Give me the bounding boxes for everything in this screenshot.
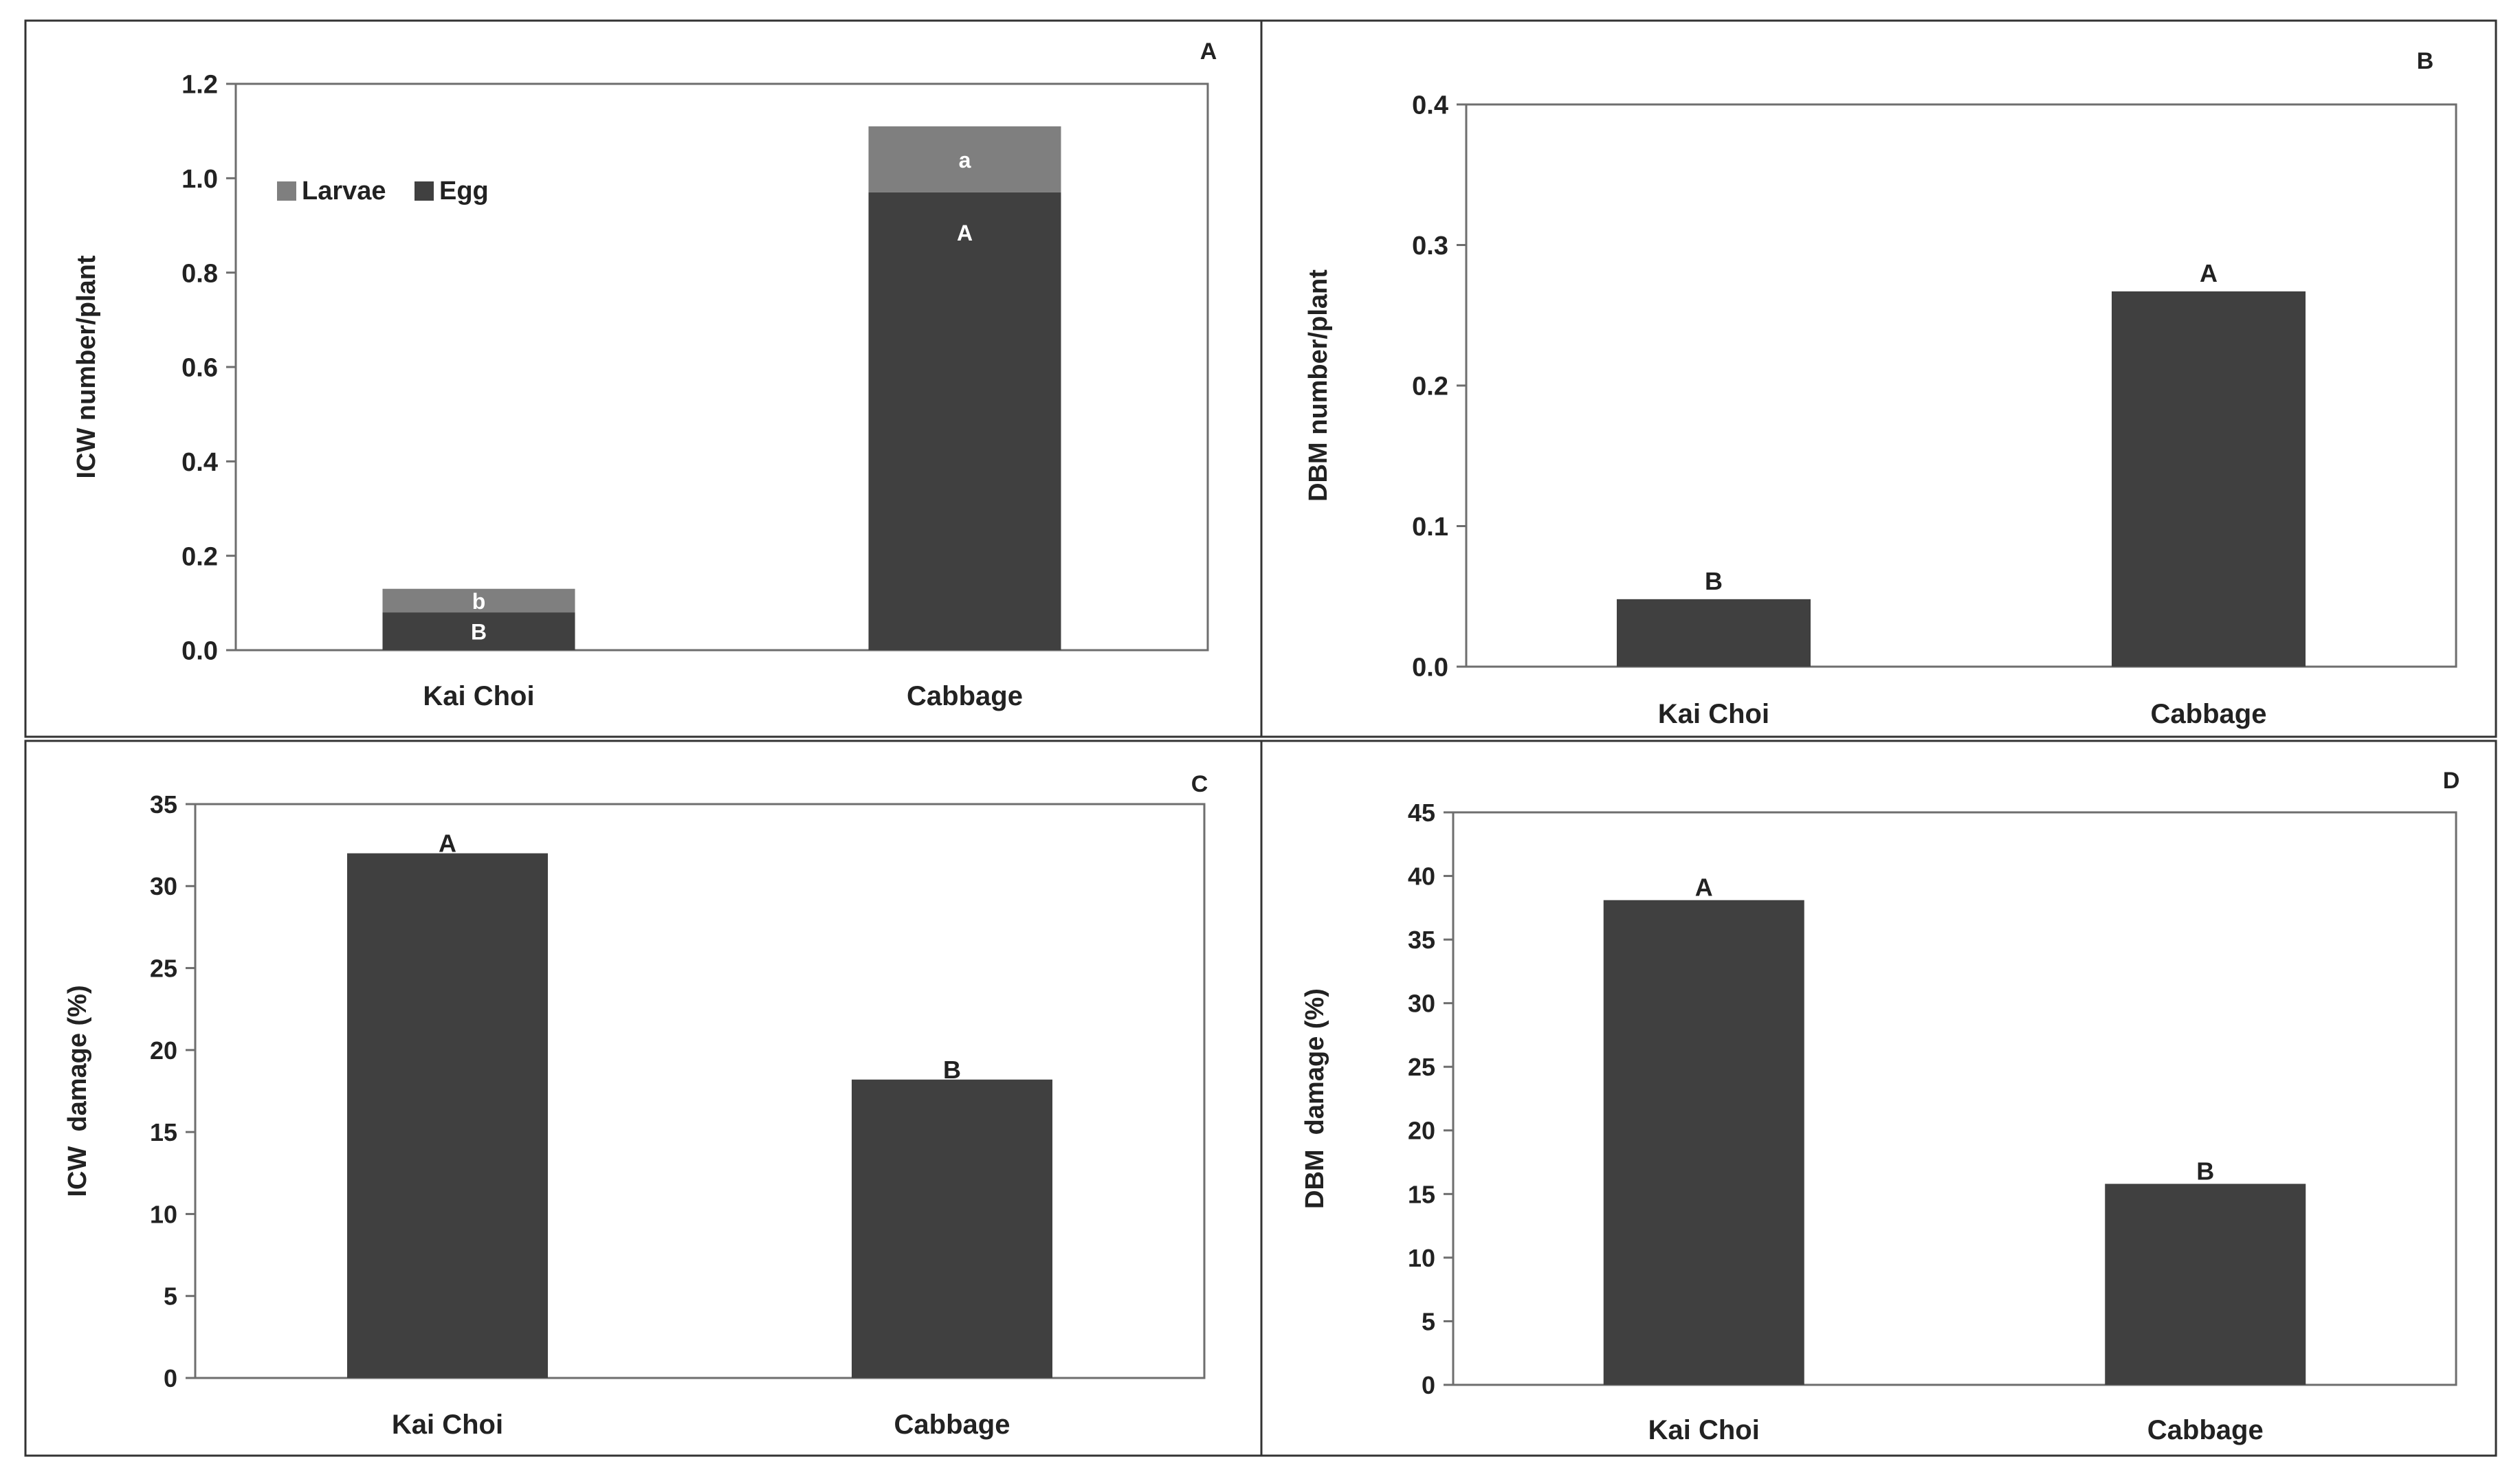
y-tick-label: 15 [150,1118,177,1146]
y-axis-label: DBM number/plant [1304,269,1333,502]
x-tick-label-cabbage: Cabbage [907,681,1023,711]
y-axis-label: ICW number/plant [72,255,101,478]
y-axis-label: DBM damage (%) [1301,988,1329,1209]
data-label-egg-kai-choi: B [471,620,487,645]
bar-larvae-cabbage [868,126,1061,192]
data-label-cabbage: B [2196,1157,2214,1186]
y-tick-label: 0 [1422,1371,1435,1399]
x-tick-label-kai-choi: Kai Choi [1648,1415,1760,1445]
chart-icw-damage: 0 5 10 15 20 25 30 35 ICW damage (%) Kai Choi Cabb… [63,790,1206,1440]
data-label-egg-cabbage: A [957,221,973,245]
chart-dbm-number: 0.0 0.1 0.2 0.3 0.4 DBM number/plant Kai Choi C… [1304,91,2457,729]
data-label-larvae-cabbage: a [959,148,971,173]
bar-cabbage [852,1079,1052,1378]
y-tick-label: 0.6 [181,354,218,383]
bar-kai-choi [1617,599,1811,667]
y-tick-label: 0.1 [1412,513,1448,542]
y-tick-label: 0.3 [1412,232,1448,260]
y-tick-label: 0.2 [181,542,218,571]
panel-b-letter: B [2417,48,2434,74]
y-tick-label: 30 [150,872,177,900]
y-tick-label: 0 [164,1364,177,1392]
panel-d-letter: D [2443,768,2460,794]
y-tick-label: 0.2 [1412,372,1448,401]
bar-egg-kai-choi [382,612,575,650]
chart-dbm-damage: 0 5 10 15 20 25 30 35 40 45 DBM damage (%) Kai Choi… [1301,799,2457,1445]
panel-c-letter: C [1191,771,1208,797]
y-tick-label: 45 [1408,799,1435,827]
y-tick-label: 20 [150,1036,177,1065]
y-tick-label: 5 [1422,1307,1435,1335]
y-tick-label: 0.0 [1412,654,1448,682]
data-label-cabbage: B [943,1056,961,1084]
panel-c-frame [24,740,1263,1457]
x-tick-label-cabbage: Cabbage [894,1410,1010,1440]
y-tick-label: 0.4 [181,448,218,477]
y-tick-label: 0.4 [1412,91,1448,120]
bar-cabbage [2112,291,2306,667]
y-tick-label: 20 [1408,1117,1435,1145]
legend-label-egg: Egg [439,177,489,205]
y-tick-label: 25 [1408,1053,1435,1081]
x-tick-label-kai-choi: Kai Choi [1658,699,1769,729]
y-tick-label: 40 [1408,863,1435,891]
y-tick-label: 25 [150,955,177,983]
x-tick-label-cabbage: Cabbage [2151,699,2267,729]
plot-area [194,803,1206,1379]
y-tick-label: 10 [150,1200,177,1228]
plot-area [234,82,1209,652]
panel-a-letter: A [1200,38,1217,65]
bar-cabbage [2105,1183,2306,1385]
y-tick-label: 1.0 [181,165,218,194]
x-tick-label-kai-choi: Kai Choi [423,681,534,711]
data-label-kai-choi: B [1705,567,1723,595]
y-tick-label: 5 [164,1282,177,1311]
y-tick-label: 0.0 [181,637,218,666]
y-axis-label: ICW damage (%) [63,985,92,1197]
bar-kai-choi [347,853,548,1378]
legend-label-larvae: Larvae [302,177,386,205]
bar-egg-cabbage [868,192,1061,650]
y-tick-label: 30 [1408,990,1435,1018]
y-tick-label: 0.8 [181,259,218,288]
data-label-cabbage: A [2200,259,2218,287]
chart-icw-number: 0.0 0.2 0.4 0.6 0.8 1.0 1.2 ICW number/plant Kai… [72,71,1209,711]
plot-area [1465,103,2457,668]
legend-swatch-larvae [277,181,296,201]
y-tick-label: 35 [1408,926,1435,954]
y-tick-label: 10 [1408,1244,1435,1272]
panel-d-frame [1260,740,2497,1457]
y-tick-label: 15 [1408,1180,1435,1208]
bar-larvae-kai-choi [382,588,575,613]
data-label-kai-choi: A [1695,874,1713,902]
legend-swatch-egg [415,181,434,201]
x-tick-label-kai-choi: Kai Choi [392,1410,503,1440]
panel-b-frame [1260,19,2497,738]
y-tick-label: 35 [150,790,177,819]
data-label-larvae-kai-choi: b [472,589,486,614]
bar-kai-choi [1603,900,1804,1385]
plot-area [1452,811,2457,1386]
y-tick-label: 1.2 [181,71,218,100]
data-label-kai-choi: A [439,830,456,858]
x-tick-label-cabbage: Cabbage [2147,1415,2264,1445]
